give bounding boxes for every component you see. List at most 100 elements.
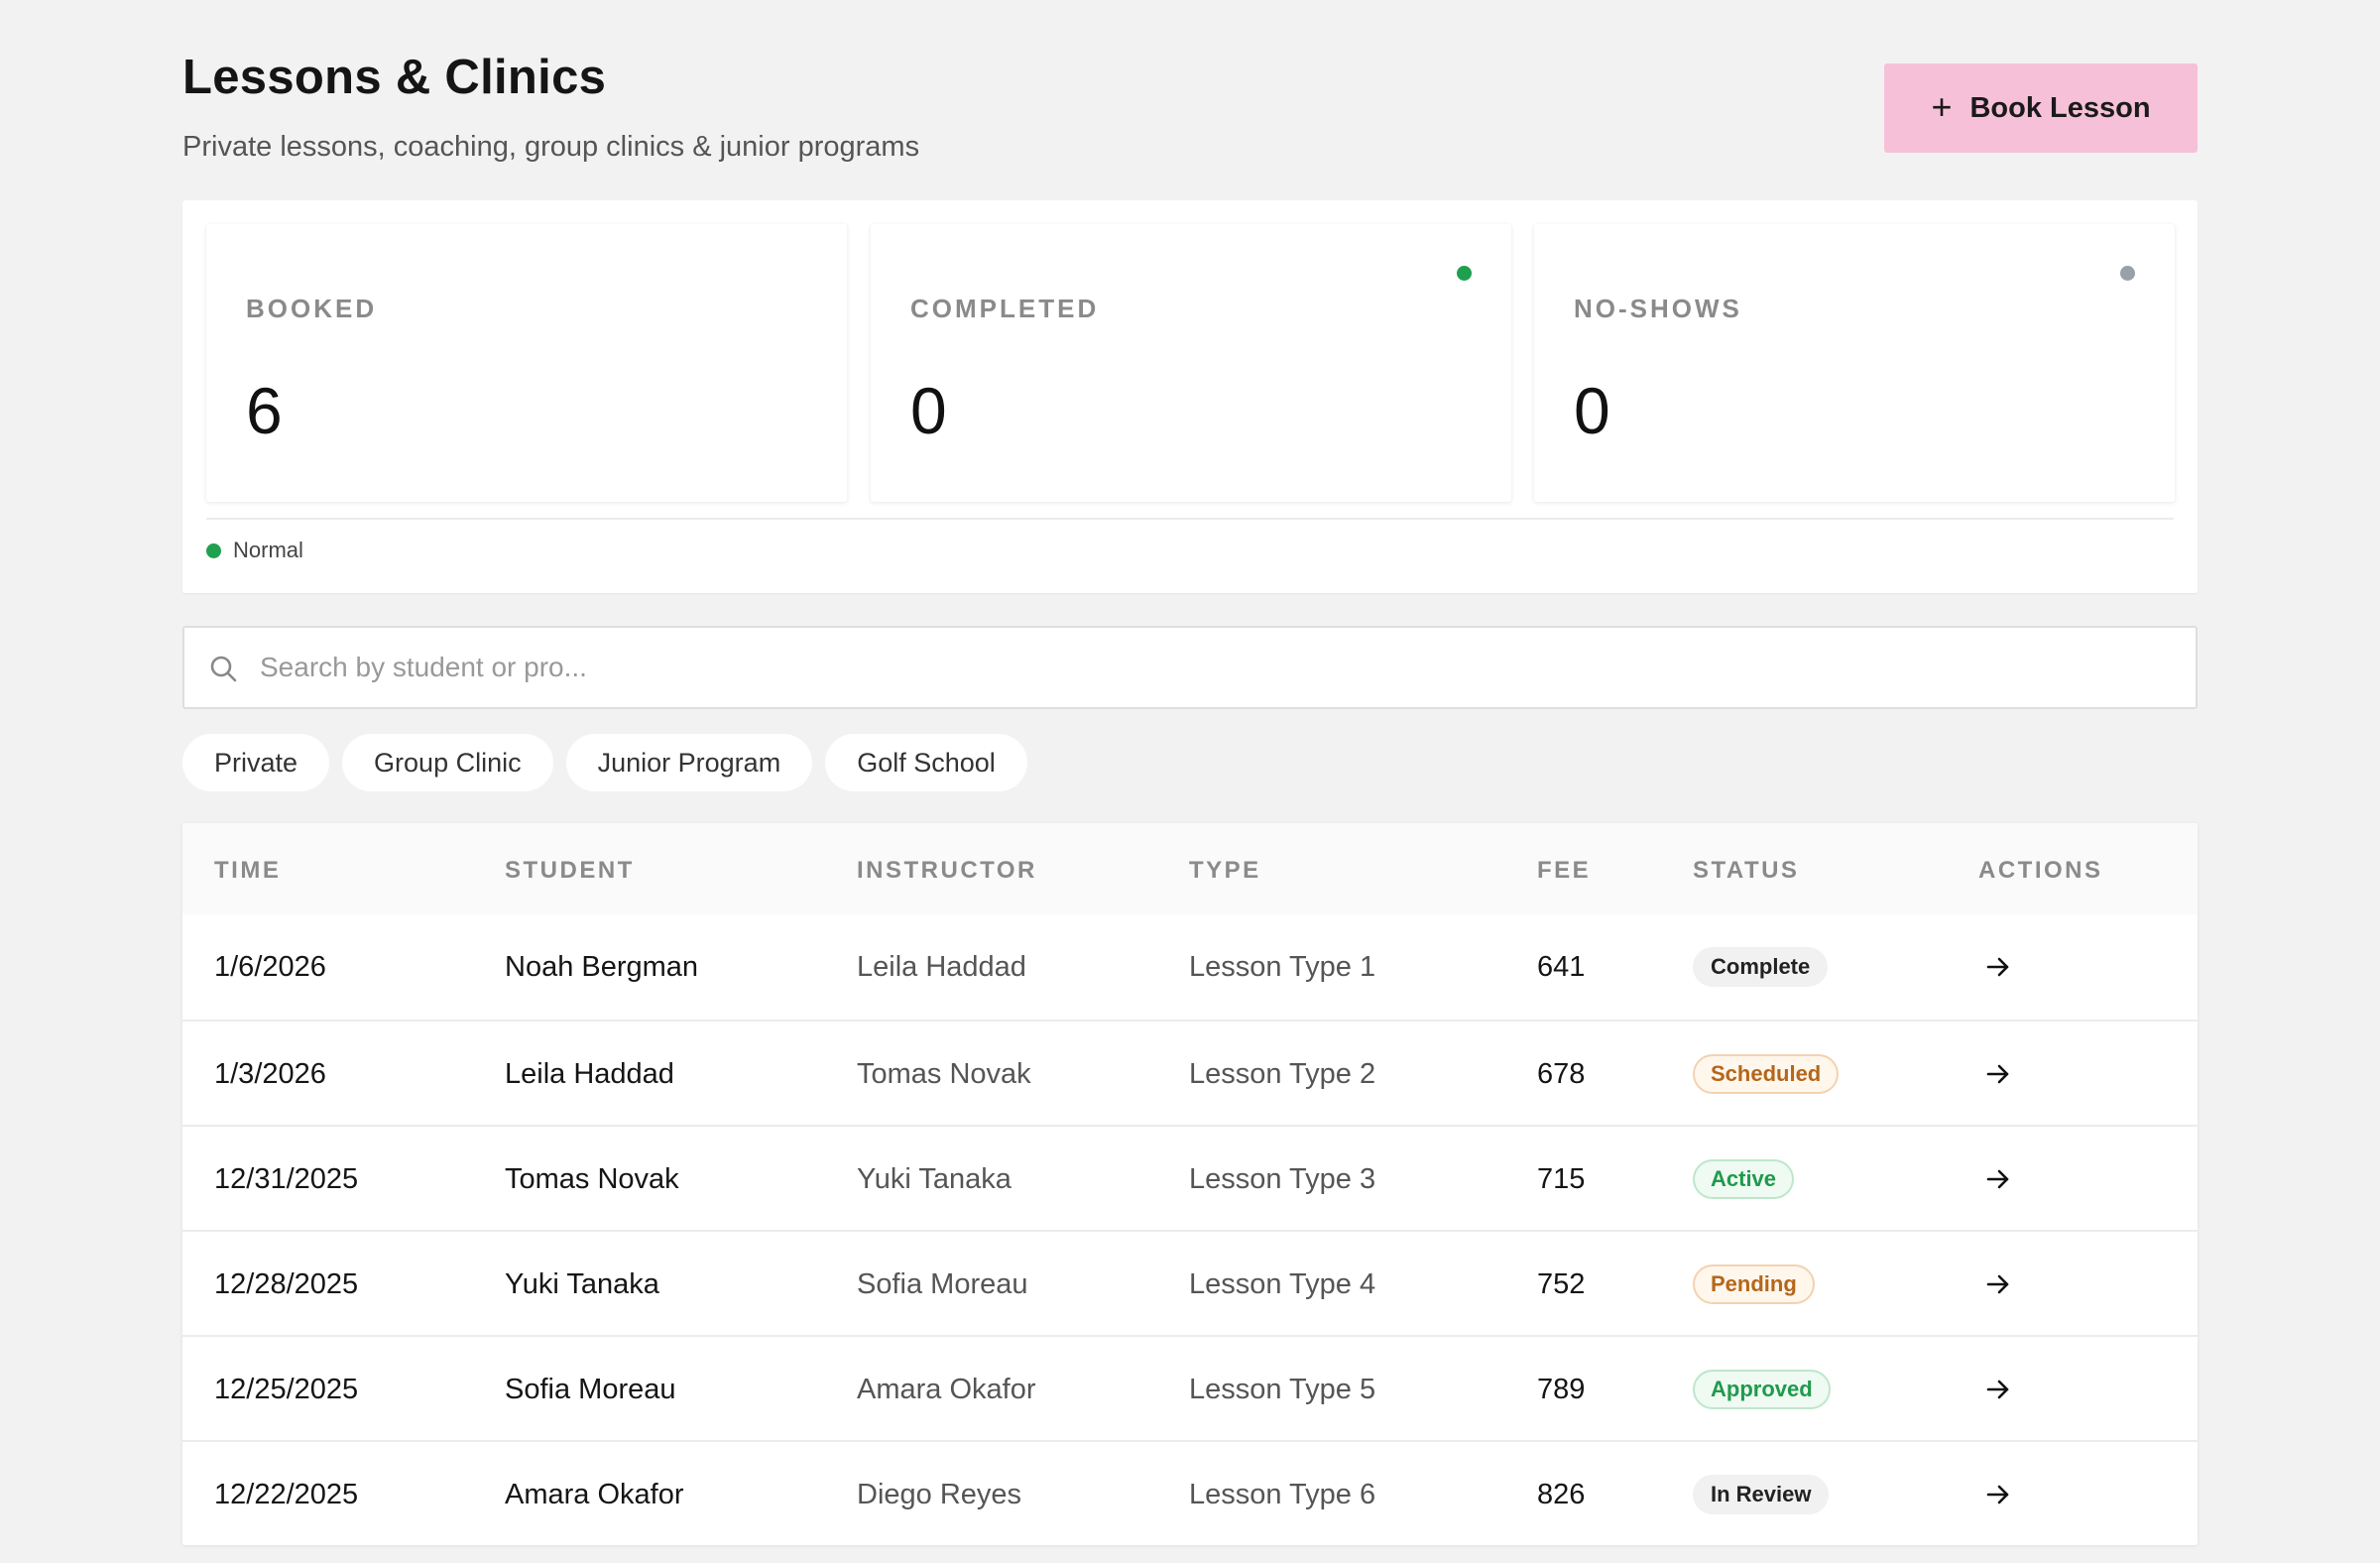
status-badge: Complete xyxy=(1693,947,1829,987)
cell-student: Tomas Novak xyxy=(505,1162,679,1195)
status-legend-label: Normal xyxy=(233,538,303,562)
search-input[interactable] xyxy=(260,628,2144,707)
arrow-right-icon xyxy=(1986,1064,2009,1084)
row-open-button[interactable] xyxy=(1978,947,2018,987)
status-legend: Normal xyxy=(206,538,303,563)
page-header: Lessons & Clinics Private lessons, coach… xyxy=(182,0,2198,198)
filter-chip-private[interactable]: Private xyxy=(182,734,330,791)
column-header-status[interactable]: STATUS xyxy=(1693,857,1800,884)
stats-panel: BOOKED 6 COMPLETED 0 NO-SHOWS 0 Normal xyxy=(182,200,2198,593)
cell-actions xyxy=(1978,1232,2018,1337)
cell-actions xyxy=(1978,1337,2018,1442)
table-row[interactable]: 12/31/2025 Tomas Novak Yuki Tanaka Lesson T… xyxy=(182,1125,2198,1230)
table-row[interactable]: 1/3/2026 Leila Haddad Tomas Novak Lesson Ty… xyxy=(182,1020,2198,1125)
lessons-page: Lessons & Clinics Private lessons, coach… xyxy=(182,0,2198,1545)
stat-label: COMPLETED xyxy=(910,294,1100,323)
row-open-button[interactable] xyxy=(1978,1264,2018,1304)
cell-student: Leila Haddad xyxy=(505,1057,674,1090)
status-dot-icon xyxy=(2120,266,2135,281)
cell-instructor: Leila Haddad xyxy=(857,950,1026,983)
column-header-student[interactable]: STUDENT xyxy=(505,857,635,884)
table-row[interactable]: 1/6/2026 Noah Bergman Leila Haddad Lesson T… xyxy=(182,914,2198,1020)
column-header-fee[interactable]: FEE xyxy=(1537,857,1592,884)
stat-value: 0 xyxy=(1574,374,1610,447)
cell-time: 1/3/2026 xyxy=(214,1057,326,1090)
row-open-button[interactable] xyxy=(1978,1054,2018,1094)
cell-student: Noah Bergman xyxy=(505,950,699,983)
cell-time: 1/6/2026 xyxy=(214,950,326,983)
cell-time: 12/28/2025 xyxy=(214,1267,359,1300)
filter-chip-golf-school[interactable]: Golf School xyxy=(825,734,1027,791)
table-row[interactable]: 12/25/2025 Sofia Moreau Amara Okafor Lesson… xyxy=(182,1335,2198,1440)
cell-fee: 715 xyxy=(1537,1162,1586,1195)
status-badge: Scheduled xyxy=(1693,1054,1840,1094)
cell-instructor: Amara Okafor xyxy=(857,1373,1036,1405)
cell-instructor: Sofia Moreau xyxy=(857,1267,1028,1300)
cell-type: Lesson Type 1 xyxy=(1189,950,1376,983)
cell-instructor: Yuki Tanaka xyxy=(857,1162,1012,1195)
filter-chips: Private Group Clinic Junior Program Golf… xyxy=(182,734,1027,791)
stat-card-completed: COMPLETED 0 xyxy=(871,224,1511,502)
cell-instructor: Tomas Novak xyxy=(857,1057,1031,1090)
filter-chip-group-clinic[interactable]: Group Clinic xyxy=(342,734,553,791)
cell-status: In Review xyxy=(1693,1442,1830,1545)
cell-student: Sofia Moreau xyxy=(505,1373,676,1405)
stat-value: 6 xyxy=(246,374,283,447)
cell-time: 12/22/2025 xyxy=(214,1478,359,1510)
cell-actions xyxy=(1978,1127,2018,1232)
row-open-button[interactable] xyxy=(1978,1370,2018,1409)
arrow-right-icon xyxy=(1986,957,2009,977)
plus-icon: + xyxy=(1931,85,1953,127)
cell-status: Pending xyxy=(1693,1232,1815,1337)
status-badge: Active xyxy=(1693,1159,1795,1199)
cell-status: Approved xyxy=(1693,1337,1831,1442)
cell-actions xyxy=(1978,914,2018,1020)
cell-status: Active xyxy=(1693,1127,1795,1232)
stat-label: NO-SHOWS xyxy=(1574,294,1742,323)
cell-time: 12/31/2025 xyxy=(214,1162,359,1195)
cell-type: Lesson Type 2 xyxy=(1189,1057,1376,1090)
table-header: TIME STUDENT INSTRUCTOR TYPE FEE STATUS … xyxy=(182,823,2198,914)
cell-fee: 678 xyxy=(1537,1057,1586,1090)
cell-fee: 789 xyxy=(1537,1373,1586,1405)
column-header-time[interactable]: TIME xyxy=(214,857,282,884)
cell-type: Lesson Type 4 xyxy=(1189,1267,1376,1300)
table-row[interactable]: 12/22/2025 Amara Okafor Diego Reyes Lesson … xyxy=(182,1440,2198,1545)
lessons-table: TIME STUDENT INSTRUCTOR TYPE FEE STATUS … xyxy=(182,823,2198,1545)
book-lesson-button[interactable]: + Book Lesson xyxy=(1884,63,2198,153)
cell-actions xyxy=(1978,1442,2018,1545)
table-row[interactable]: 12/28/2025 Yuki Tanaka Sofia Moreau Lesson … xyxy=(182,1230,2198,1335)
stat-label: BOOKED xyxy=(246,294,378,323)
status-badge: In Review xyxy=(1693,1475,1830,1514)
row-open-button[interactable] xyxy=(1978,1159,2018,1199)
cell-student: Amara Okafor xyxy=(505,1478,684,1510)
status-badge: Pending xyxy=(1693,1264,1815,1304)
cell-status: Scheduled xyxy=(1693,1022,1840,1127)
cell-type: Lesson Type 3 xyxy=(1189,1162,1376,1195)
column-header-actions: ACTIONS xyxy=(1978,857,2103,884)
cell-type: Lesson Type 5 xyxy=(1189,1373,1376,1405)
column-header-type[interactable]: TYPE xyxy=(1189,857,1261,884)
status-dot-icon xyxy=(206,542,221,558)
stat-card-no-shows: NO-SHOWS 0 xyxy=(1534,224,2175,502)
cell-time: 12/25/2025 xyxy=(214,1373,359,1405)
cell-student: Yuki Tanaka xyxy=(505,1267,659,1300)
divider xyxy=(206,518,2174,520)
status-badge: Approved xyxy=(1693,1370,1831,1409)
page-title: Lessons & Clinics xyxy=(182,51,607,104)
filter-chip-junior-program[interactable]: Junior Program xyxy=(565,734,813,791)
column-header-instructor[interactable]: INSTRUCTOR xyxy=(857,857,1037,884)
stat-card-booked: BOOKED 6 xyxy=(206,224,847,502)
stat-value: 0 xyxy=(910,374,947,447)
cell-fee: 641 xyxy=(1537,950,1586,983)
search-box xyxy=(182,626,2198,709)
cell-fee: 752 xyxy=(1537,1267,1586,1300)
arrow-right-icon xyxy=(1986,1380,2009,1399)
cell-instructor: Diego Reyes xyxy=(857,1478,1022,1510)
row-open-button[interactable] xyxy=(1978,1475,2018,1514)
arrow-right-icon xyxy=(1986,1169,2009,1189)
book-lesson-label: Book Lesson xyxy=(1969,91,2151,124)
cell-fee: 826 xyxy=(1537,1478,1586,1510)
arrow-right-icon xyxy=(1986,1274,2009,1294)
page-subtitle: Private lessons, coaching, group clinics… xyxy=(182,131,920,163)
